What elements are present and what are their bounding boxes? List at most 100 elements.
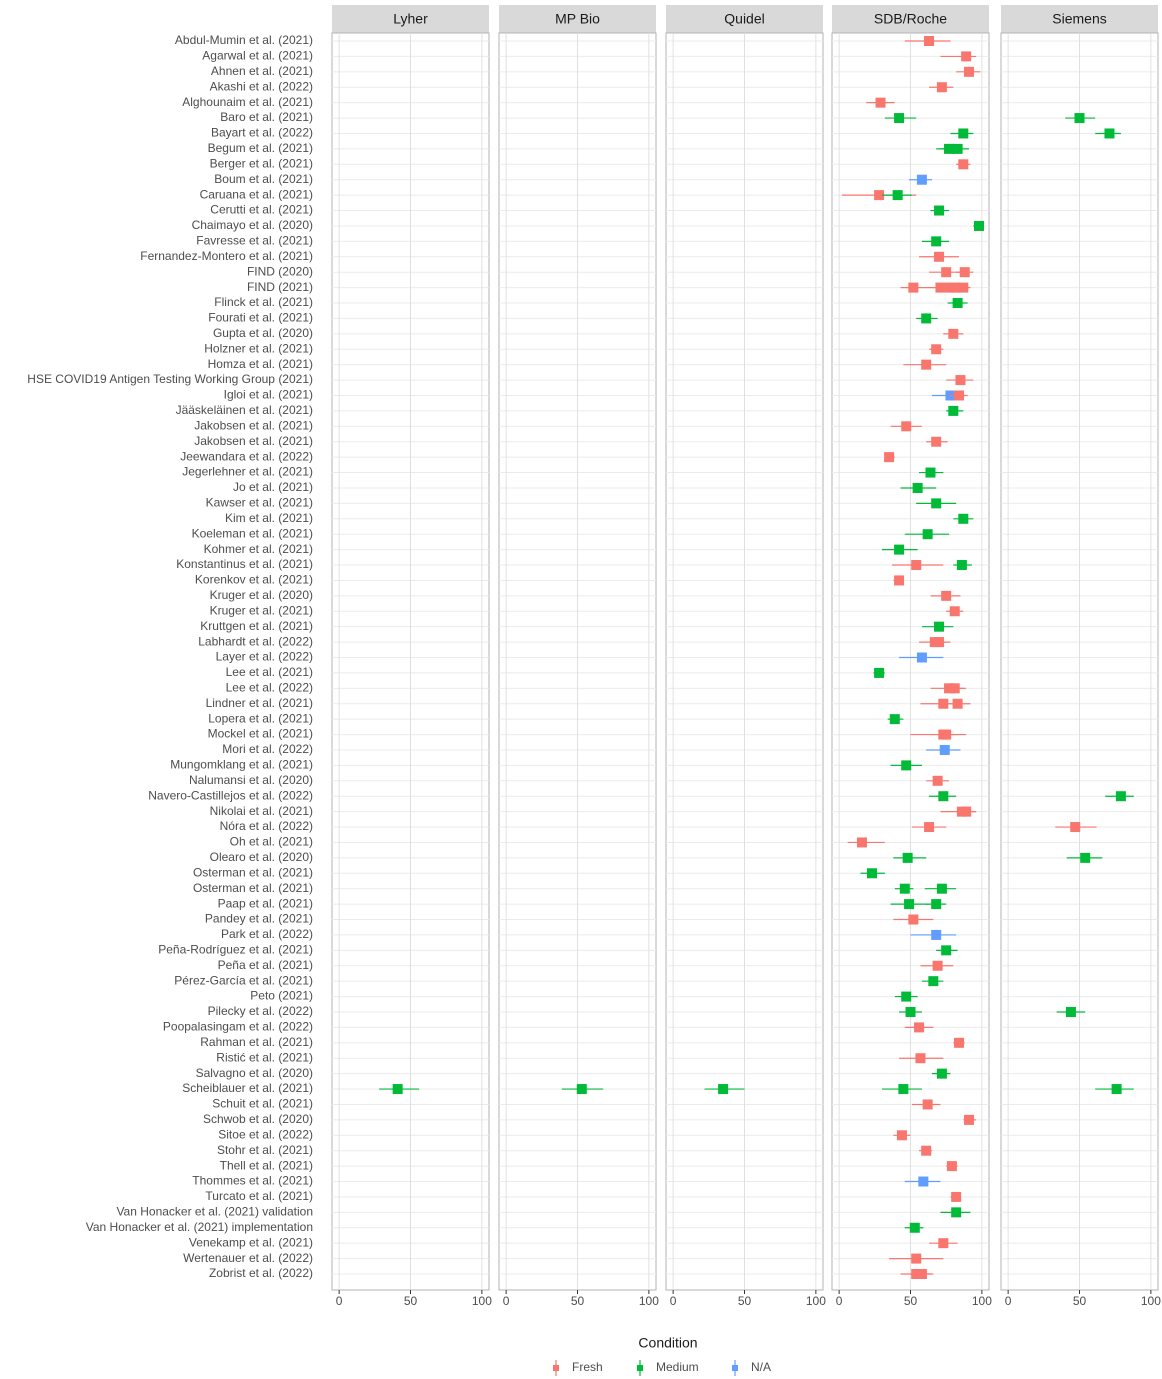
point-estimate (941, 729, 952, 740)
point-estimate (938, 1238, 949, 1249)
point-estimate (938, 698, 949, 709)
point-estimate (896, 1130, 907, 1141)
strip-background (499, 5, 656, 33)
point-estimate (908, 914, 919, 925)
x-tick-label: 100 (639, 1294, 659, 1308)
row-label: Abdul-Mumin et al. (2021) (175, 33, 313, 47)
point-estimate (892, 190, 903, 201)
x-tick-label: 100 (472, 1294, 492, 1308)
strip-background (1001, 5, 1158, 33)
row-label: Fourati et al. (2021) (208, 311, 313, 325)
point-estimate (911, 1253, 922, 1264)
point-estimate (912, 482, 923, 493)
legend-title: Condition (638, 1335, 697, 1351)
row-label: Agarwal et al. (2021) (202, 49, 313, 63)
point-estimate (922, 529, 933, 540)
point-estimate (914, 1022, 925, 1033)
point-estimate (576, 1084, 587, 1095)
strip-label: Siemens (1052, 11, 1106, 27)
legend-label: Medium (656, 1360, 699, 1374)
point-estimate (901, 421, 912, 432)
point-estimate (909, 1222, 920, 1233)
point-estimate (1104, 128, 1115, 139)
row-label: Sitoe et al. (2022) (218, 1127, 313, 1141)
row-label: Mungomklang et al. (2021) (170, 758, 313, 772)
point-estimate (921, 359, 932, 370)
point-estimate (945, 282, 956, 293)
point-estimate (959, 267, 970, 278)
point-estimate (901, 760, 912, 771)
point-estimate (938, 791, 949, 802)
point-estimate (874, 190, 885, 201)
point-estimate (944, 143, 955, 154)
strip-background (332, 5, 489, 33)
row-label: Caruana et al. (2021) (200, 187, 313, 201)
row-label: Lee et al. (2022) (226, 680, 313, 694)
row-label: Van Honacker et al. (2021) validation (116, 1205, 313, 1219)
x-tick-label: 50 (904, 1294, 918, 1308)
row-label: Boum et al. (2021) (214, 172, 313, 186)
row-label: Pérez-García et al. (2021) (174, 973, 313, 987)
row-label: Jääskeläinen et al. (2021) (176, 403, 313, 417)
point-estimate (931, 929, 942, 940)
point-estimate (954, 390, 965, 401)
point-estimate (916, 174, 927, 185)
row-label: Salvagno et al. (2020) (196, 1066, 313, 1080)
strip-label: SDB/Roche (874, 11, 947, 27)
point-estimate (941, 267, 952, 278)
row-label: Fernandez-Montero et al. (2021) (140, 249, 313, 263)
point-estimate (874, 667, 885, 678)
row-label: Osterman et al. (2021) (193, 865, 313, 879)
row-label: Korenkov et al. (2021) (195, 573, 313, 587)
row-label: Thell et al. (2021) (220, 1158, 313, 1172)
row-label: Peña et al. (2021) (218, 958, 313, 972)
row-label: Wertenauer et al. (2022) (183, 1251, 313, 1265)
legend-label: Fresh (572, 1360, 603, 1374)
point-estimate (925, 467, 936, 478)
row-label: FIND (2021) (247, 280, 313, 294)
point-estimate (956, 560, 967, 571)
point-estimate (1070, 822, 1081, 833)
point-estimate (932, 960, 943, 971)
row-label: Kruger et al. (2021) (210, 603, 313, 617)
point-estimate (934, 637, 945, 648)
row-label: Nikolai et al. (2021) (210, 804, 313, 818)
x-tick-label: 0 (670, 1294, 677, 1308)
point-estimate (916, 652, 927, 663)
legend-key (553, 1365, 559, 1371)
point-estimate (961, 51, 972, 62)
strip-background (666, 5, 823, 33)
row-label: Layer et al. (2022) (216, 650, 313, 664)
x-tick-label: 50 (571, 1294, 585, 1308)
point-estimate (928, 976, 939, 987)
row-label: Jo et al. (2021) (233, 480, 313, 494)
row-label: Berger et al. (2021) (210, 156, 313, 170)
point-estimate (936, 883, 947, 894)
point-estimate (948, 405, 959, 416)
row-label: Lopera et al. (2021) (208, 711, 313, 725)
point-estimate (951, 1207, 962, 1218)
point-estimate (894, 113, 905, 124)
x-tick-label: 0 (1005, 1294, 1012, 1308)
x-tick-label: 0 (836, 1294, 843, 1308)
x-tick-label: 100 (1141, 1294, 1161, 1308)
point-estimate (941, 945, 952, 956)
row-label: Peto (2021) (250, 989, 313, 1003)
point-estimate (951, 1191, 962, 1202)
point-estimate (1115, 791, 1126, 802)
point-estimate (898, 1084, 909, 1095)
point-estimate (931, 899, 942, 910)
row-label: Olearo et al. (2020) (210, 850, 313, 864)
row-label: Paap et al. (2021) (218, 896, 313, 910)
point-estimate (936, 82, 947, 93)
row-label: Gupta et al. (2020) (213, 326, 313, 340)
point-estimate (1065, 1006, 1076, 1017)
x-tick-label: 100 (806, 1294, 826, 1308)
row-label: Lindner et al. (2021) (206, 696, 313, 710)
legend-key (637, 1365, 643, 1371)
point-estimate (894, 575, 905, 586)
point-estimate (958, 513, 969, 524)
point-estimate (856, 837, 867, 848)
row-label: Ristić et al. (2021) (216, 1050, 313, 1064)
